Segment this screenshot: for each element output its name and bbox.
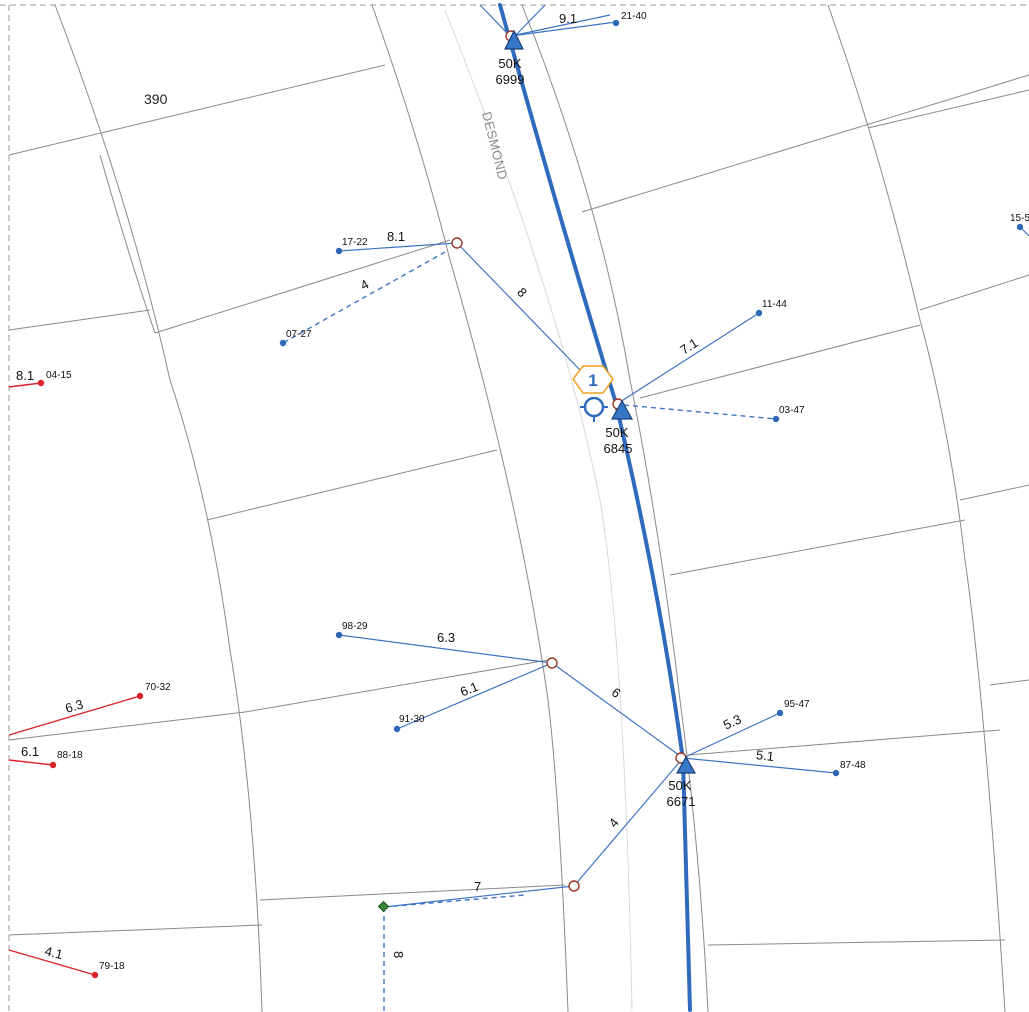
transformer-size-label: 50K bbox=[605, 425, 628, 440]
span-length-label: 5.3 bbox=[721, 711, 744, 732]
transformer-size-label: 50K bbox=[498, 56, 521, 71]
meter-label: 87-48 bbox=[840, 760, 866, 771]
span-length-label: 8 bbox=[514, 285, 530, 301]
meter-98-29[interactable] bbox=[335, 631, 343, 639]
meter-label: 07-27 bbox=[286, 329, 312, 340]
meter-87-48[interactable] bbox=[832, 769, 840, 777]
meter-label: 15-5 bbox=[1010, 213, 1029, 224]
meter-label: 03-47 bbox=[779, 405, 805, 416]
map-frame bbox=[0, 4, 1029, 1012]
span-length-label: 5.1 bbox=[755, 747, 775, 764]
parcel-lines bbox=[8, 4, 1029, 1012]
road-centerline bbox=[444, 9, 633, 1011]
red-service-lines bbox=[8, 382, 141, 976]
meter-label: 21-40 bbox=[621, 11, 647, 22]
meter-79-18[interactable] bbox=[91, 971, 99, 979]
span-length-label: 6.1 bbox=[458, 679, 480, 700]
span-length-label: 8 bbox=[391, 951, 406, 958]
meter-04-15[interactable] bbox=[37, 379, 45, 387]
transformer-id-label: 6845 bbox=[604, 441, 633, 456]
span-length-label: 6.3 bbox=[437, 630, 455, 645]
primary-stub-line bbox=[479, 4, 511, 37]
span-length-label: 8.1 bbox=[16, 368, 34, 383]
span-length-label: 7 bbox=[474, 879, 481, 894]
span-length-label: 6.3 bbox=[63, 696, 85, 715]
span-length-label: 8.1 bbox=[387, 229, 405, 244]
pole[interactable] bbox=[546, 657, 558, 669]
meters bbox=[37, 19, 1024, 979]
meter-88-18[interactable] bbox=[49, 761, 57, 769]
meter-label: 88-18 bbox=[57, 750, 83, 761]
span-length-label: 7.1 bbox=[677, 335, 700, 357]
span-length-label: 6 bbox=[609, 685, 624, 701]
meter-label: 70-32 bbox=[145, 682, 171, 693]
meter-green[interactable] bbox=[377, 900, 390, 913]
service-lines bbox=[282, 14, 1029, 1012]
meter-15-5[interactable] bbox=[1016, 223, 1024, 231]
primary-feeder-line[interactable] bbox=[498, 3, 692, 1012]
transformer-size-label: 50K bbox=[668, 778, 691, 793]
selection-badge-label: 1 bbox=[588, 371, 597, 390]
meter-11-44[interactable] bbox=[755, 309, 763, 317]
meter-21-40[interactable] bbox=[612, 19, 620, 27]
crosshair-target-icon[interactable] bbox=[580, 396, 608, 422]
poles bbox=[451, 30, 687, 892]
span-length-label: 6.1 bbox=[21, 744, 39, 759]
transformers bbox=[504, 29, 697, 774]
meter-label: 91-30 bbox=[399, 714, 425, 725]
transformer-id-label: 6999 bbox=[496, 72, 525, 87]
span-length-label: 4 bbox=[358, 276, 371, 293]
meter-label: 98-29 bbox=[342, 621, 368, 632]
street-name-label: DESMOND bbox=[479, 110, 510, 182]
span-length-label: 4 bbox=[606, 815, 622, 830]
meter-label: 11-44 bbox=[762, 299, 787, 310]
meter-label: 95-47 bbox=[784, 699, 810, 710]
meter-label: 79-18 bbox=[99, 961, 125, 972]
transformer-triangle-icon[interactable] bbox=[610, 399, 634, 420]
meter-label: 04-15 bbox=[46, 370, 72, 381]
meter-17-22[interactable] bbox=[335, 247, 343, 255]
pole[interactable] bbox=[451, 237, 463, 249]
transformer-id-label: 6671 bbox=[667, 794, 696, 809]
pole[interactable] bbox=[568, 880, 580, 892]
selection-badge[interactable]: 1 bbox=[572, 365, 614, 394]
transformer-triangle-icon[interactable] bbox=[504, 29, 524, 50]
span-length-label: 4.1 bbox=[43, 943, 64, 962]
meter-95-47[interactable] bbox=[776, 709, 784, 717]
meter-91-30[interactable] bbox=[393, 725, 401, 733]
transformer-triangle-icon[interactable] bbox=[675, 755, 697, 774]
parcel-number-label: 390 bbox=[144, 91, 168, 107]
meter-07-27[interactable] bbox=[279, 339, 287, 347]
meter-03-47[interactable] bbox=[772, 415, 780, 423]
primary-stub-line-2 bbox=[514, 4, 546, 37]
meter-label: 17-22 bbox=[342, 237, 368, 248]
meter-70-32[interactable] bbox=[136, 692, 144, 700]
span-length-label: 9.1 bbox=[559, 11, 577, 26]
